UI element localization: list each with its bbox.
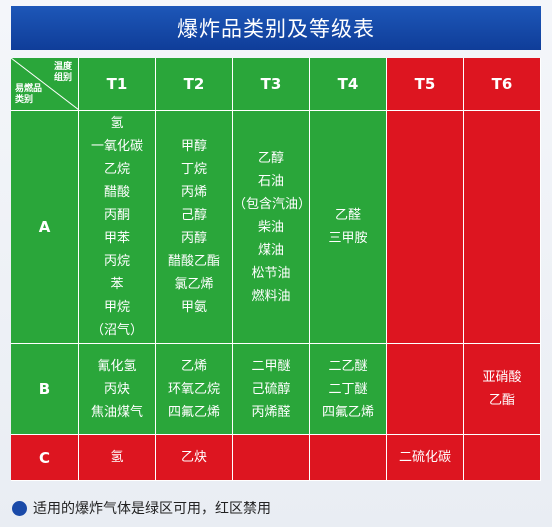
header-t4: T4 xyxy=(310,58,387,111)
cell-b-t3: 二甲醚 己硫醇 丙烯醛 xyxy=(233,344,310,435)
cell-b-t6: 亚硝酸 乙酯 xyxy=(464,344,541,435)
row-a: A 氢 一氧化碳 乙烷 醋酸 丙酮 甲苯 丙烷 苯 甲烷 （沼气） 甲醇 丁烷 … xyxy=(11,111,541,344)
cell-c-t5: 二硫化碳 xyxy=(387,435,464,481)
bullet-dot-icon xyxy=(12,500,27,516)
header-t2: T2 xyxy=(156,58,233,111)
cell-c-t2: 乙炔 xyxy=(156,435,233,481)
flammable-class-label: 易燃品 类别 xyxy=(15,84,43,105)
header-row: 温度 组别 易燃品 类别 T1 T2 T3 T4 T5 T6 xyxy=(11,58,541,111)
cell-c-t1: 氢 xyxy=(79,435,156,481)
cell-b-t1: 氰化氢 丙炔 焦油煤气 xyxy=(79,344,156,435)
legend: 适用的爆炸气体是绿区可用，红区禁用 xyxy=(12,498,271,518)
header-t3: T3 xyxy=(233,58,310,111)
cell-a-t1: 氢 一氧化碳 乙烷 醋酸 丙酮 甲苯 丙烷 苯 甲烷 （沼气） xyxy=(79,111,156,344)
cell-b-t5 xyxy=(387,344,464,435)
cell-b-t2: 乙烯 环氧乙烷 四氟乙烯 xyxy=(156,344,233,435)
temperature-group-label: 温度 组别 xyxy=(53,62,72,83)
cell-a-t5 xyxy=(387,111,464,344)
header-t1: T1 xyxy=(79,58,156,111)
corner-cell: 温度 组别 易燃品 类别 xyxy=(11,58,79,111)
cell-a-t3: 乙醇 石油 （包含汽油） 柴油 煤油 松节油 燃料油 xyxy=(233,111,311,344)
row-label-a: A xyxy=(11,111,79,344)
corner-diagonal xyxy=(11,58,78,110)
cell-b-t4: 二乙醚 二丁醚 四氟乙烯 xyxy=(310,344,387,435)
header-t5: T5 xyxy=(387,58,464,111)
row-label-b: B xyxy=(11,344,79,435)
cell-c-t4 xyxy=(310,435,387,481)
row-label-c: C xyxy=(11,435,79,481)
cell-a-t6 xyxy=(464,111,541,344)
row-c: C 氢 乙炔 二硫化碳 xyxy=(11,435,541,481)
cell-a-t4: 乙醛 三甲胺 xyxy=(310,111,387,344)
cell-c-t6 xyxy=(464,435,541,481)
cell-c-t3 xyxy=(233,435,310,481)
row-b: B 氰化氢 丙炔 焦油煤气 乙烯 环氧乙烷 四氟乙烯 二甲醚 己硫醇 丙烯醛 二… xyxy=(11,344,541,435)
cell-a-t2: 甲醇 丁烷 丙烯 己醇 丙醇 醋酸乙酯 氯乙烯 甲氨 xyxy=(156,111,233,344)
explosive-class-table: 温度 组别 易燃品 类别 T1 T2 T3 T4 T5 T6 A 氢 一氧化碳 … xyxy=(11,58,541,481)
header-t6: T6 xyxy=(464,58,541,111)
page-title: 爆炸品类别及等级表 xyxy=(11,6,541,50)
legend-text: 适用的爆炸气体是绿区可用，红区禁用 xyxy=(33,501,271,517)
